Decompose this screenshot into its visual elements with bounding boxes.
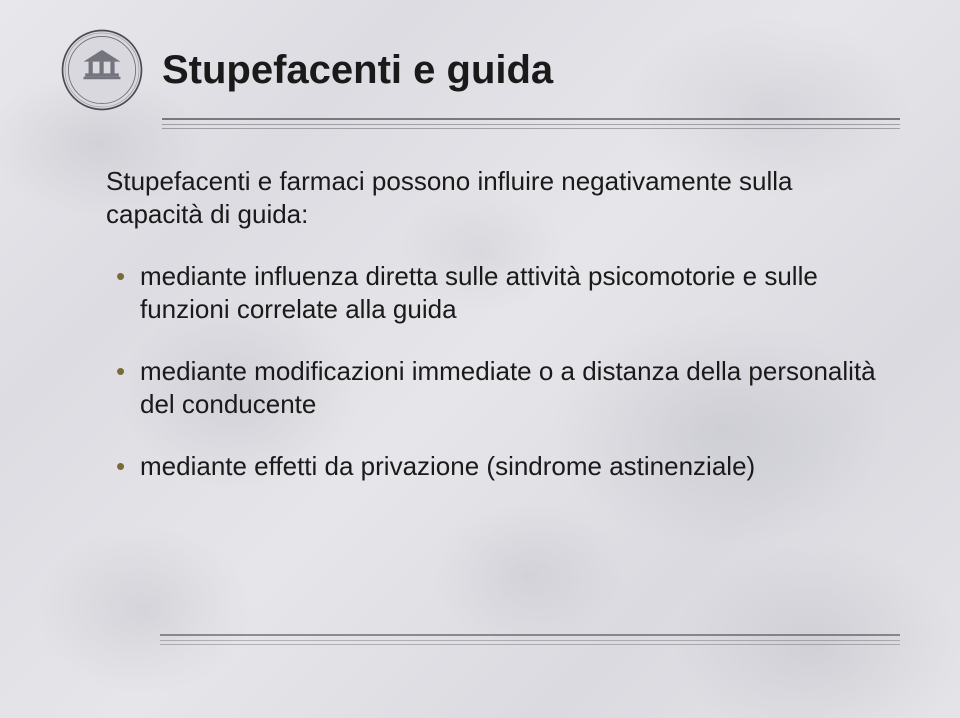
slide-body: Stupefacenti e farmaci possono influire … bbox=[106, 165, 880, 483]
slide-title: Stupefacenti e guida bbox=[162, 48, 553, 92]
slide-header: · · · · · · · · · · · · Stupefacenti e g… bbox=[60, 28, 900, 112]
title-underline-rules bbox=[162, 118, 900, 129]
svg-text:· · · · · ·: · · · · · · bbox=[96, 101, 107, 105]
slide-container: · · · · · · · · · · · · Stupefacenti e g… bbox=[0, 0, 960, 718]
bullet-item: mediante effetti da privazione (sindrome… bbox=[110, 450, 880, 483]
svg-text:· · · · · ·: · · · · · · bbox=[96, 37, 107, 41]
bullet-item: mediante modificazioni immediate o a dis… bbox=[110, 355, 880, 420]
intro-paragraph: Stupefacenti e farmaci possono influire … bbox=[106, 165, 880, 230]
university-seal-icon: · · · · · · · · · · · · bbox=[60, 28, 144, 112]
bullet-list: mediante influenza diretta sulle attivit… bbox=[110, 260, 880, 483]
footer-rules bbox=[160, 634, 900, 648]
bullet-item: mediante influenza diretta sulle attivit… bbox=[110, 260, 880, 325]
